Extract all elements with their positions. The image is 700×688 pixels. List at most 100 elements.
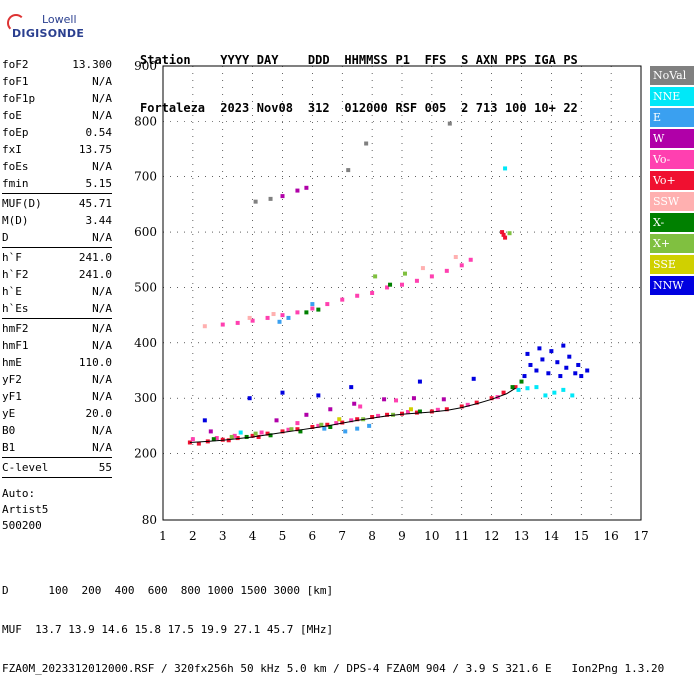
x-tick-label: 13	[514, 529, 529, 543]
data-point-e	[286, 315, 291, 320]
data-point-vo-	[370, 415, 375, 420]
param-value: 241.0	[78, 251, 112, 264]
y-tick-label: 500	[134, 280, 157, 294]
legend-item-nnw: NNW	[650, 276, 694, 295]
data-point-nnw	[555, 360, 560, 365]
footer: D 100 200 400 600 800 1000 1500 3000 [km…	[2, 558, 664, 688]
header-label-8: AXN	[475, 53, 498, 67]
y-tick-label: 200	[134, 447, 157, 461]
x-tick-label: 8	[368, 529, 376, 543]
ionogram-chart: 1 2 3 4 5 6 7 8 9 10 11 12 13 14 15 16 17 80200300400500…	[134, 59, 649, 543]
data-point-vo-	[501, 232, 506, 237]
data-point-ssw	[202, 324, 207, 329]
data-point-nnw	[564, 365, 569, 370]
param-name: foE	[2, 109, 22, 122]
data-point-ssw	[453, 255, 458, 260]
param-name: D	[2, 231, 9, 244]
param-name: yE	[2, 407, 16, 420]
header-value-5: RSF	[395, 101, 418, 115]
data-point-vo-	[459, 263, 464, 268]
data-point-vo-	[385, 285, 390, 290]
data-point-vo-	[358, 404, 363, 409]
data-point-nnw	[576, 362, 581, 367]
data-point-vo-	[370, 291, 375, 295]
legend-item-w: W	[650, 129, 694, 148]
x-tick-label: 16	[603, 529, 618, 543]
data-point-vo-	[468, 257, 473, 262]
x-tick-label: 5	[279, 529, 287, 543]
data-point-e	[310, 302, 315, 307]
data-point-w	[411, 396, 416, 401]
data-point-sse	[337, 417, 342, 422]
legend-item-ssw: SSW	[650, 192, 694, 211]
data-point-vo-	[226, 438, 231, 443]
data-point-nnw	[561, 343, 566, 348]
x-tick-label: 9	[398, 529, 406, 543]
data-point-nnw	[316, 393, 321, 398]
data-point-w	[208, 429, 213, 434]
param-value: 110.0	[78, 356, 112, 369]
data-point-x-	[253, 431, 258, 436]
legend-item-noval: NoVal	[650, 66, 694, 85]
legend-item-nne: NNE	[650, 87, 694, 106]
data-point-vo-	[295, 427, 300, 432]
param-name: foF2	[2, 58, 29, 71]
header-value-7: 2	[461, 101, 469, 115]
param-value: N/A	[92, 231, 112, 244]
data-point-x-	[298, 429, 303, 434]
param-name: hmE	[2, 356, 22, 369]
legend-item-vo-: Vo+	[650, 171, 694, 190]
x-tick-label: 12	[484, 529, 499, 543]
param-value: N/A	[92, 373, 112, 386]
param-row: h`F 241.0	[2, 249, 112, 266]
data-point-x-	[268, 433, 273, 438]
param-value: 0.54	[85, 126, 113, 139]
header-label-5: P1	[395, 53, 410, 67]
param-value: 13.300	[72, 58, 112, 71]
digisonde-logo: Lowell DIGISONDE	[4, 10, 84, 40]
y-tick-label: 600	[134, 225, 157, 239]
header-label-0: Station	[140, 53, 191, 67]
data-point-vo-	[196, 441, 201, 446]
header-value-4: 012000	[344, 101, 388, 115]
data-point-nnw	[537, 346, 542, 351]
logo-line2: DIGISONDE	[12, 27, 85, 40]
param-separator	[2, 193, 112, 194]
param-value: 241.0	[78, 268, 112, 281]
y-tick-label: 900	[134, 59, 157, 73]
x-tick-labels: 1 2 3 4 5 6 7 8 9 10 11 12 13 14 15 16 17	[159, 529, 648, 543]
data-point-vo-	[355, 417, 360, 422]
data-points	[187, 121, 590, 446]
param-separator	[2, 457, 112, 458]
y-tick-labels: 80 200 300 400 500 600 700 800 900	[134, 59, 157, 527]
data-point-x-	[507, 231, 512, 236]
data-point-nnw	[585, 368, 590, 373]
data-point-vo-	[400, 411, 404, 416]
data-point-nne	[561, 387, 566, 392]
data-point-nnw	[573, 371, 578, 376]
data-point-vo-	[232, 433, 237, 438]
data-point-x-	[519, 379, 524, 384]
header-label-10: IGA	[534, 53, 556, 67]
data-point-nnw	[558, 374, 563, 379]
param-name: fmin	[2, 177, 29, 190]
data-point-vo-	[280, 313, 285, 318]
data-point-vo-	[250, 433, 255, 438]
data-point-nne	[552, 390, 557, 395]
data-point-nne	[525, 386, 530, 391]
data-point-nnw	[522, 374, 527, 379]
param-value: N/A	[92, 92, 112, 105]
y-tick-label: 800	[134, 114, 157, 128]
data-point-vo-	[414, 278, 419, 283]
param-value: 3.44	[85, 214, 113, 227]
data-point-vo-	[349, 418, 354, 423]
param-row: C-level 55	[2, 459, 112, 476]
header-value-9: 100	[504, 101, 527, 115]
param-name: fxI	[2, 143, 22, 156]
param-row: foEp 0.54	[2, 124, 112, 141]
y-tick-label: 400	[134, 336, 157, 350]
data-point-noval	[364, 141, 369, 146]
param-value: N/A	[92, 322, 112, 335]
header-value-8: 713	[475, 101, 498, 115]
data-point-nne	[503, 166, 508, 171]
